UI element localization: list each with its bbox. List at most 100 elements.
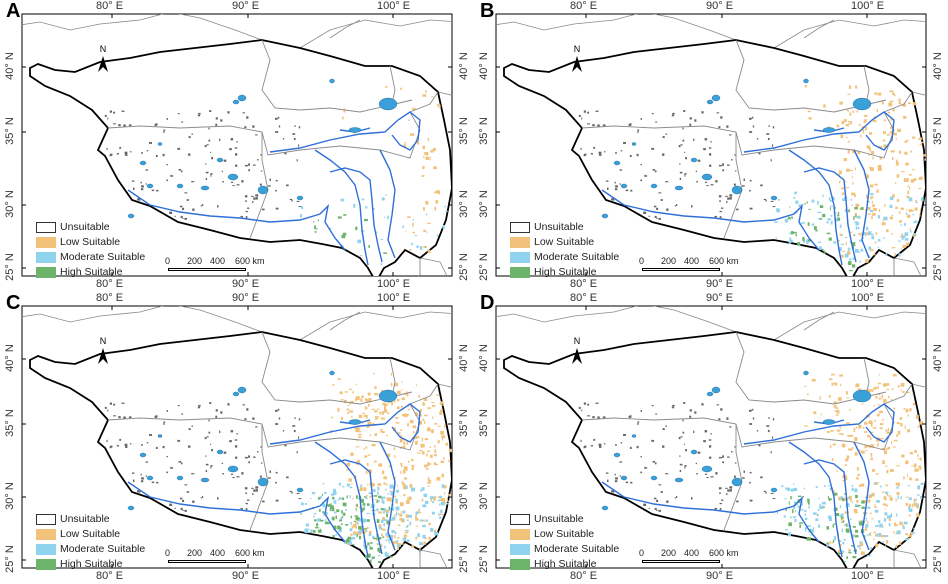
- low-suitable-patch: [908, 514, 911, 517]
- small-lake-mark: [682, 431, 685, 434]
- legend-item: Unsuitable: [510, 512, 619, 527]
- high-suitable-patch: [834, 207, 836, 209]
- moderate-suitable-patch: [387, 493, 390, 495]
- low-suitable-patch: [406, 415, 408, 418]
- small-lake-mark: [141, 152, 143, 154]
- moderate-suitable-patch: [883, 216, 887, 220]
- moderate-suitable-patch: [370, 506, 373, 508]
- low-suitable-patch: [386, 483, 388, 486]
- moderate-suitable-patch: [319, 495, 322, 500]
- low-suitable-patch: [838, 181, 841, 184]
- low-suitable-patch: [417, 436, 420, 439]
- small-lake-mark: [155, 446, 158, 449]
- low-suitable-patch: [352, 523, 356, 527]
- low-suitable-patch: [905, 162, 909, 166]
- small-lake-mark: [223, 451, 227, 454]
- small-lake-mark: [275, 409, 278, 412]
- small-lake-mark: [248, 461, 250, 464]
- small-lake-mark: [749, 481, 751, 484]
- moderate-suitable-patch: [908, 497, 912, 500]
- high-suitable-patch: [360, 508, 364, 513]
- small-lake-mark: [298, 206, 302, 208]
- small-lake-mark: [244, 418, 247, 421]
- small-lake-mark: [208, 127, 210, 130]
- high-suitable-patch: [807, 222, 810, 226]
- small-lake-mark: [293, 137, 296, 141]
- moderate-suitable-patch: [815, 486, 818, 488]
- low-suitable-patch: [904, 140, 908, 143]
- low-suitable-patch: [820, 413, 822, 416]
- small-lake-mark: [188, 153, 191, 156]
- moderate-suitable-patch: [841, 528, 843, 533]
- small-lake-mark: [240, 507, 243, 510]
- low-suitable-patch: [422, 418, 425, 422]
- small-lake-mark: [587, 415, 590, 417]
- small-lake-mark: [665, 473, 669, 475]
- low-suitable-patch: [411, 107, 416, 110]
- small-lake-mark: [242, 112, 246, 114]
- region-border-line: [418, 550, 421, 568]
- low-suitable-patch: [355, 398, 357, 402]
- low-suitable-patch: [893, 439, 898, 442]
- high-suitable-patch: [353, 520, 356, 522]
- small-lake-mark: [278, 125, 281, 128]
- moderate-suitable-patch: [348, 539, 352, 544]
- moderate-suitable-patch: [406, 519, 409, 521]
- region-border-line: [581, 383, 913, 451]
- small-lake-mark: [734, 446, 737, 448]
- small-lake-mark: [679, 163, 681, 165]
- moderate-suitable-patch: [382, 496, 386, 499]
- small-lake-mark: [758, 444, 761, 447]
- moderate-suitable-patch: [807, 525, 811, 527]
- north-arrow-icon: N: [572, 44, 582, 72]
- small-lake-mark: [768, 417, 770, 419]
- low-suitable-patch: [901, 171, 905, 173]
- moderate-suitable-patch: [340, 198, 345, 202]
- small-lake-mark: [146, 150, 149, 152]
- small-lake-mark: [296, 159, 298, 162]
- low-suitable-patch: [804, 425, 808, 427]
- small-lake-mark: [128, 124, 132, 127]
- moderate-suitable-patch: [877, 215, 881, 219]
- low-suitable-patch: [898, 150, 901, 154]
- moderate-suitable-patch: [363, 544, 366, 547]
- moderate-suitable-patch: [349, 542, 352, 546]
- lake: [822, 127, 836, 133]
- small-lake-mark: [149, 434, 152, 436]
- moderate-suitable-patch: [844, 253, 849, 258]
- low-suitable-patch: [441, 404, 444, 406]
- moderate-suitable-patch: [915, 202, 918, 203]
- low-suitable-patch: [830, 445, 832, 449]
- small-lake-mark: [721, 499, 724, 501]
- moderate-suitable-patch: [440, 509, 443, 514]
- x-tick-label-bottom: 80° E: [570, 570, 598, 582]
- low-suitable-patch: [350, 452, 354, 456]
- lake: [329, 78, 335, 84]
- y-tick-label-right: 25° N: [458, 253, 470, 281]
- moderate-suitable-patch: [815, 518, 819, 521]
- lake: [852, 389, 872, 403]
- moderate-suitable-patch: [848, 496, 850, 499]
- small-lake-mark: [722, 455, 724, 458]
- high-suitable-patch: [370, 542, 373, 544]
- small-lake-mark: [259, 475, 262, 478]
- scale-bar-line: [642, 268, 720, 271]
- moderate-suitable-patch: [847, 247, 849, 252]
- low-suitable-patch: [873, 208, 877, 211]
- low-suitable-patch: [406, 391, 408, 393]
- low-suitable-patch: [831, 373, 835, 376]
- moderate-suitable-patch: [313, 515, 315, 518]
- small-lake-mark: [725, 195, 728, 197]
- small-lake-mark: [729, 194, 733, 197]
- river-line: [127, 189, 346, 251]
- moderate-suitable-patch: [878, 520, 881, 523]
- low-suitable-patch: [865, 259, 869, 263]
- high-suitable-patch: [337, 525, 341, 530]
- low-suitable-patch: [404, 466, 407, 469]
- moderate-suitable-patch: [330, 493, 335, 496]
- low-suitable-patch: [854, 452, 858, 456]
- low-suitable-patch: [808, 117, 812, 120]
- low-suitable-patch: [918, 138, 920, 141]
- moderate-suitable-patch: [910, 230, 912, 233]
- low-suitable-patch: [396, 511, 398, 514]
